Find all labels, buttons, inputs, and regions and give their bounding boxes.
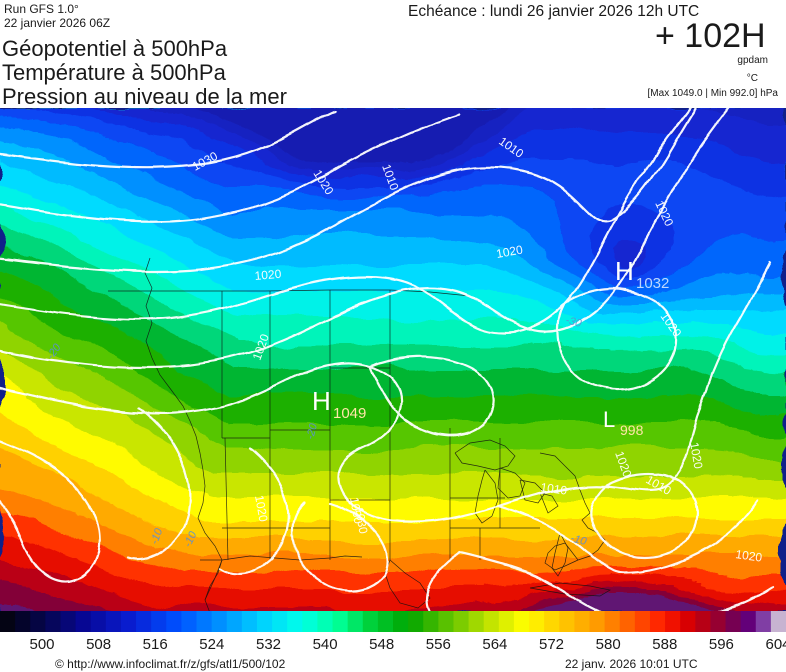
svg-text:1020: 1020	[254, 267, 282, 283]
svg-text:H: H	[312, 386, 331, 416]
svg-text:H: H	[615, 256, 634, 286]
svg-text:1032: 1032	[636, 275, 669, 292]
svg-text:L: L	[603, 407, 615, 432]
svg-text:998: 998	[620, 422, 644, 438]
svg-text:1049: 1049	[333, 405, 366, 422]
